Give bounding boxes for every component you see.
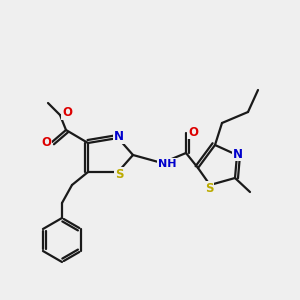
Text: O: O bbox=[41, 136, 51, 149]
Text: S: S bbox=[205, 182, 213, 194]
Text: NH: NH bbox=[158, 159, 176, 169]
Text: O: O bbox=[62, 106, 72, 119]
Text: S: S bbox=[115, 167, 123, 181]
Text: O: O bbox=[188, 125, 198, 139]
Text: N: N bbox=[114, 130, 124, 143]
Text: N: N bbox=[233, 148, 243, 160]
